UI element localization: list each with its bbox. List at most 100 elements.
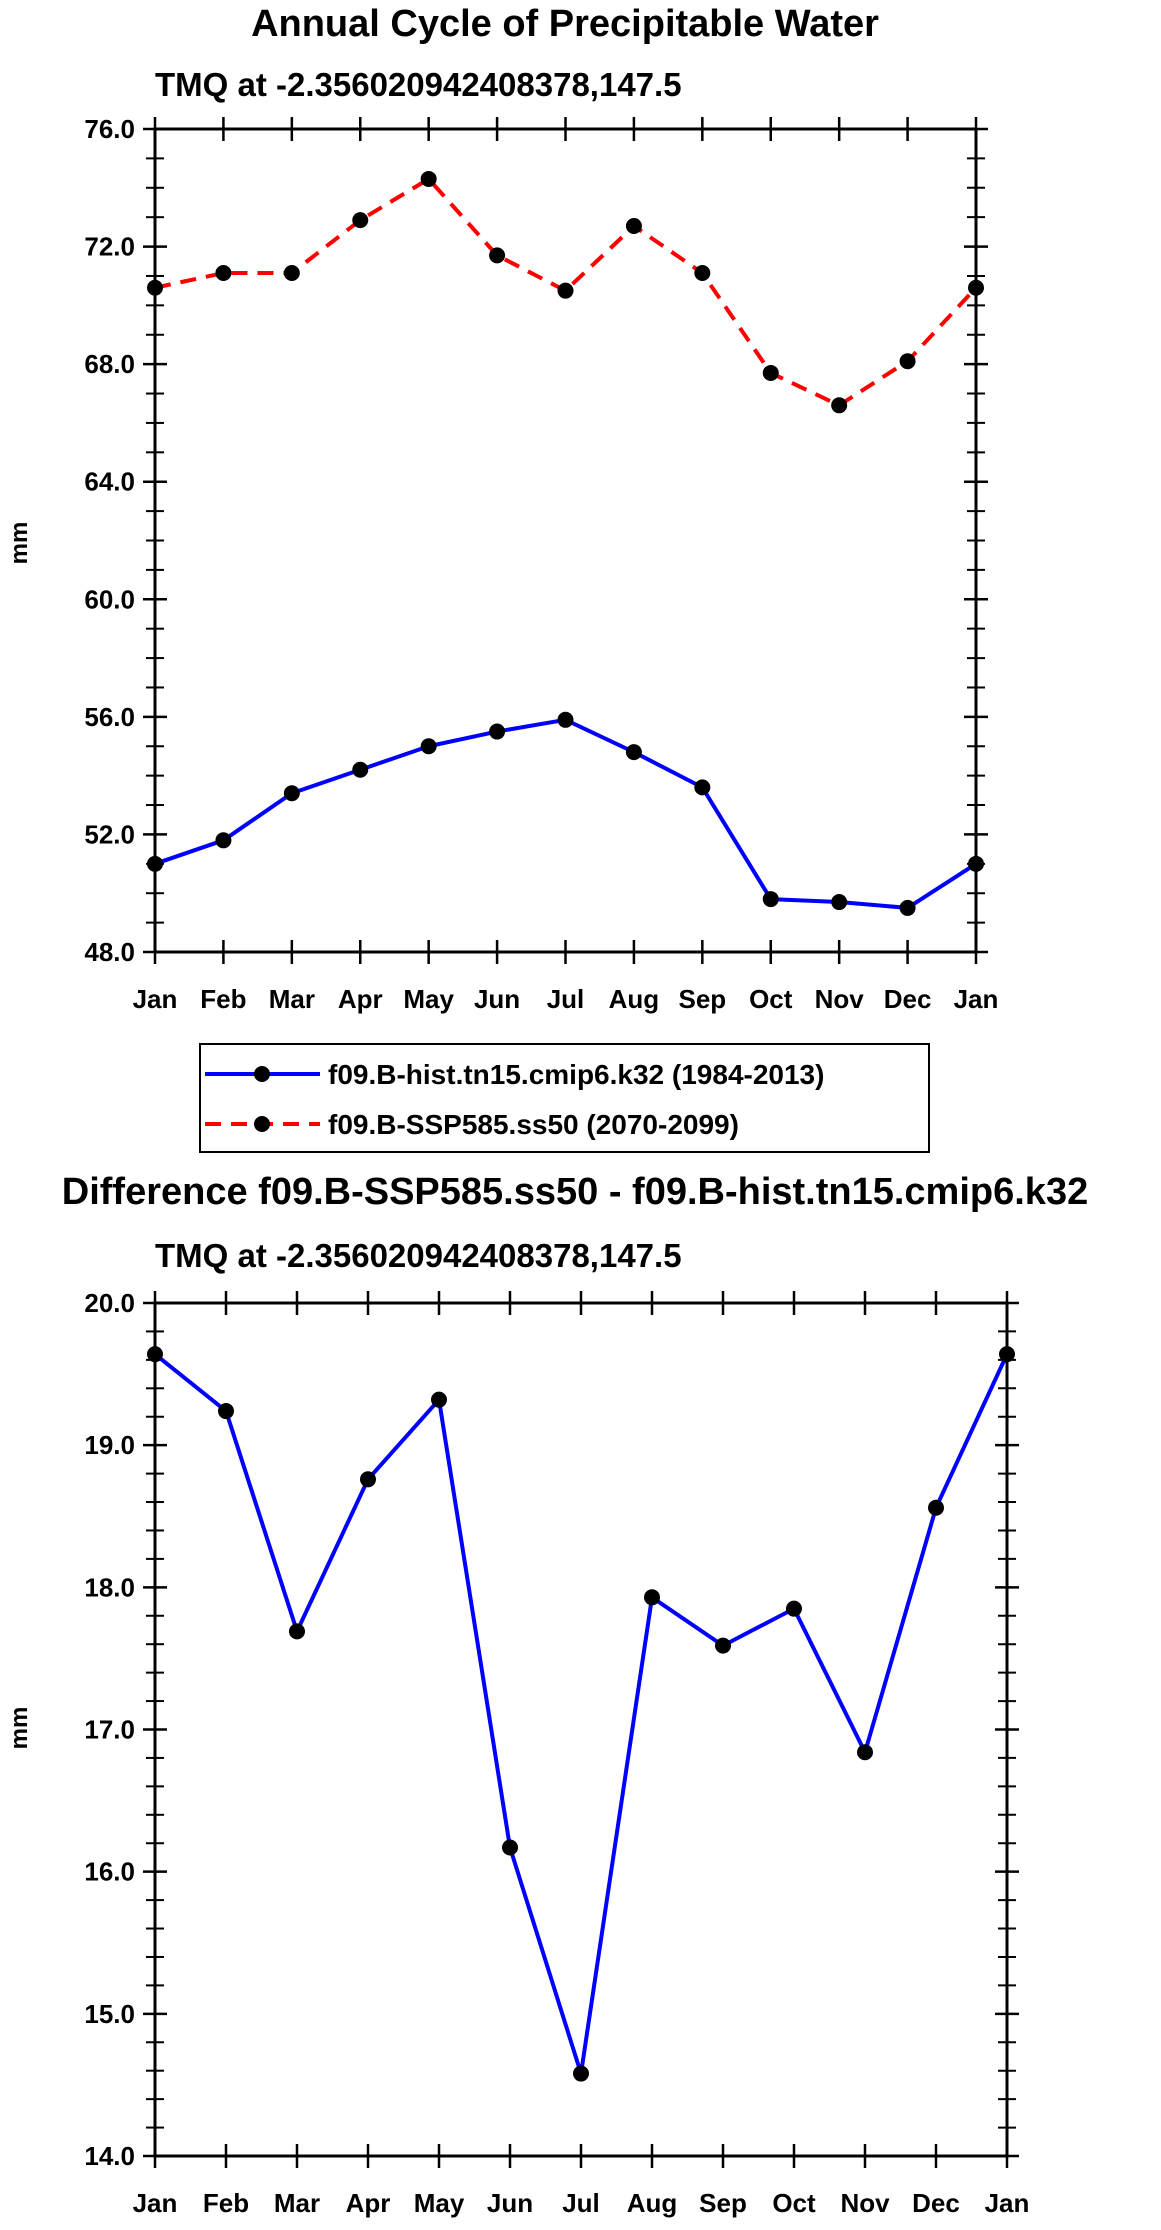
plot-frame — [153, 1301, 1009, 2158]
y-tick-label: 18.0 — [84, 1572, 135, 1602]
y-tick-label: 76.0 — [84, 114, 135, 144]
data-point — [352, 761, 369, 778]
data-point — [147, 855, 163, 872]
chart-title: Annual Cycle of Precipitable Water — [251, 3, 879, 45]
series-line — [154, 717, 978, 910]
x-tick-label: Jan — [985, 2188, 1030, 2218]
x-tick-label: Jan — [133, 2188, 178, 2218]
x-tick-labels: Jan Feb Mar Apr May Jun Jul Aug Sep Oct Nov Dec Jan — [133, 984, 999, 1014]
y-tick-label: 15.0 — [84, 1999, 135, 2029]
legend-label-ssp: f09.B-SSP585.ss50 (2070-2099) — [328, 1109, 739, 1140]
data-point — [762, 891, 779, 908]
chart-title: Difference f09.B-SSP585.ss50 - f09.B-his… — [62, 1171, 1088, 1213]
legend-label-hist: f09.B-hist.tn15.cmip6.k32 (1984-2013) — [328, 1059, 824, 1090]
x-tick-label: Feb — [203, 2188, 249, 2218]
data-point — [289, 1623, 305, 1640]
x-tick-label: Jun — [474, 984, 520, 1014]
data-point — [147, 1346, 163, 1363]
tick-marks — [143, 1291, 1019, 2168]
x-tick-label: Feb — [200, 984, 246, 1014]
y-tick-label: 17.0 — [84, 1715, 135, 1745]
data-point — [489, 723, 506, 740]
data-point — [147, 279, 163, 296]
data-point — [715, 1637, 731, 1654]
x-tick-labels: Jan Feb Mar Apr May Jun Jul Aug Sep Oct Nov Dec Jan — [133, 2188, 1030, 2218]
x-tick-label: Apr — [346, 2188, 391, 2218]
data-point — [694, 779, 711, 796]
y-tick-label: 52.0 — [84, 819, 135, 849]
y-tick-label: 64.0 — [84, 467, 135, 497]
x-tick-label: Sep — [699, 2188, 747, 2218]
y-tick-label: 14.0 — [84, 2141, 135, 2171]
data-point — [899, 899, 916, 916]
data-point — [968, 855, 984, 872]
series-line — [153, 1352, 1009, 2076]
y-tick-label: 48.0 — [84, 937, 135, 967]
data-point — [831, 397, 848, 414]
x-tick-label: May — [414, 2188, 465, 2218]
y-tick-label: 16.0 — [84, 1857, 135, 1887]
y-axis-label: mm — [6, 522, 33, 565]
data-point — [218, 1403, 234, 1420]
data-point — [694, 265, 711, 282]
y-tick-label: 68.0 — [84, 349, 135, 379]
y-tick-label: 72.0 — [84, 232, 135, 262]
x-tick-label: Mar — [274, 2188, 320, 2218]
data-point — [215, 265, 232, 282]
data-point — [625, 217, 642, 234]
y-tick-label: 56.0 — [84, 702, 135, 732]
data-point — [899, 353, 916, 370]
data-point — [831, 894, 848, 911]
x-tick-label: May — [403, 984, 454, 1014]
data-point — [644, 1589, 660, 1606]
x-tick-label: Aug — [609, 984, 660, 1014]
x-tick-label: Nov — [840, 2188, 890, 2218]
series-group — [147, 1346, 1015, 2082]
data-point — [502, 1839, 518, 1856]
y-tick-label: 60.0 — [84, 584, 135, 614]
data-point — [283, 265, 300, 282]
data-point — [420, 738, 437, 755]
x-tick-label: Mar — [269, 984, 315, 1014]
x-tick-label: Jun — [487, 2188, 533, 2218]
data-point — [786, 1600, 802, 1617]
series-group — [147, 170, 984, 916]
x-tick-label: Apr — [338, 984, 383, 1014]
tick-marks — [143, 117, 988, 964]
data-point — [968, 279, 984, 296]
x-tick-label: Dec — [884, 984, 932, 1014]
data-point — [420, 170, 437, 187]
y-tick-label: 20.0 — [84, 1288, 135, 1318]
x-tick-label: Sep — [678, 984, 726, 1014]
y-tick-labels: 48.0 52.0 56.0 60.0 64.0 68.0 72.0 76.0 — [84, 114, 135, 967]
data-point — [557, 711, 574, 728]
chart-difference: Difference f09.B-SSP585.ss50 - f09.B-his… — [6, 1171, 1088, 2218]
x-tick-label: Dec — [912, 2188, 960, 2218]
data-point — [557, 282, 574, 299]
x-tick-label: Jul — [562, 2188, 600, 2218]
x-tick-label: Jan — [954, 984, 999, 1014]
data-point — [625, 744, 642, 761]
x-tick-label: Jul — [547, 984, 585, 1014]
chart-subtitle: TMQ at -2.356020942408378,147.5 — [155, 1237, 682, 1274]
y-tick-label: 19.0 — [84, 1430, 135, 1460]
legend: f09.B-hist.tn15.cmip6.k32 (1984-2013) f0… — [199, 1043, 930, 1153]
x-tick-label: Jan — [133, 984, 178, 1014]
data-point — [431, 1391, 447, 1408]
data-point — [573, 2065, 589, 2082]
y-axis-label: mm — [6, 1707, 33, 1750]
legend-box — [199, 1043, 930, 1153]
data-point — [352, 212, 369, 229]
x-tick-label: Oct — [772, 2188, 816, 2218]
data-point — [762, 364, 779, 381]
data-point — [928, 1499, 944, 1516]
data-point — [999, 1346, 1015, 1363]
data-point — [489, 247, 506, 264]
data-point — [857, 1744, 873, 1761]
data-point — [215, 832, 232, 849]
x-tick-label: Nov — [815, 984, 865, 1014]
legend-marker-ssp — [254, 1116, 270, 1132]
plot-frame — [153, 127, 978, 954]
chart-subtitle: TMQ at -2.356020942408378,147.5 — [155, 66, 682, 103]
